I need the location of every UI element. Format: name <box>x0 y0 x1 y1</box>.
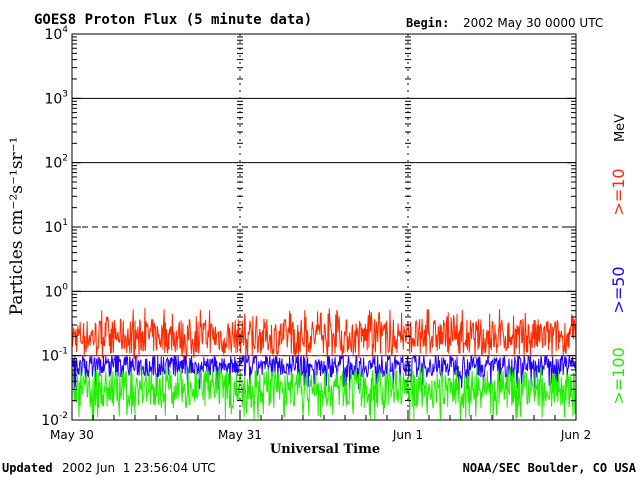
series-line-1 <box>71 353 577 390</box>
y-tick-labels: 10-2 10-1 100 101 102 103 104 <box>41 25 68 429</box>
x-tick-label: Jun 1 <box>392 428 423 442</box>
x-axis-label: Universal Time <box>270 442 380 457</box>
legend-ge100: >=100 <box>609 347 628 404</box>
credit-label: NOAA/SEC Boulder, CO USA <box>463 461 637 475</box>
chart-title: GOES8 Proton Flux (5 minute data) <box>34 12 312 28</box>
updated-label: Updated <box>2 461 53 475</box>
mev-label: MeV <box>613 114 628 142</box>
y-tick-label: 102 <box>44 154 68 172</box>
axes-layer <box>71 33 577 421</box>
series-layer <box>71 308 577 420</box>
x-tick-labels: May 30 May 31 Jun 1 Jun 2 <box>50 428 591 442</box>
y-tick-label: 104 <box>44 25 68 43</box>
y-axis-label: Particles cm⁻²s⁻¹sr⁻¹ <box>7 137 27 316</box>
x-tick-label: May 31 <box>218 428 262 442</box>
y-tick-label: 101 <box>44 218 68 236</box>
legend-ge50: >=50 <box>609 266 628 313</box>
updated-value: 2002 Jun 1 23:56:04 UTC <box>62 461 216 475</box>
y-tick-label: 10-2 <box>41 411 68 429</box>
begin-value: 2002 May 30 0000 UTC <box>463 16 603 30</box>
x-tick-label: Jun 2 <box>560 428 591 442</box>
x-tick-label: May 30 <box>50 428 94 442</box>
begin-label: Begin: <box>406 16 449 30</box>
series-line-0 <box>71 308 577 360</box>
y-tick-label: 100 <box>44 282 68 300</box>
y-tick-label: 103 <box>44 89 68 107</box>
series-line-2 <box>71 365 577 420</box>
y-tick-label: 10-1 <box>41 347 68 365</box>
legend-ge10: >=10 <box>609 168 628 215</box>
